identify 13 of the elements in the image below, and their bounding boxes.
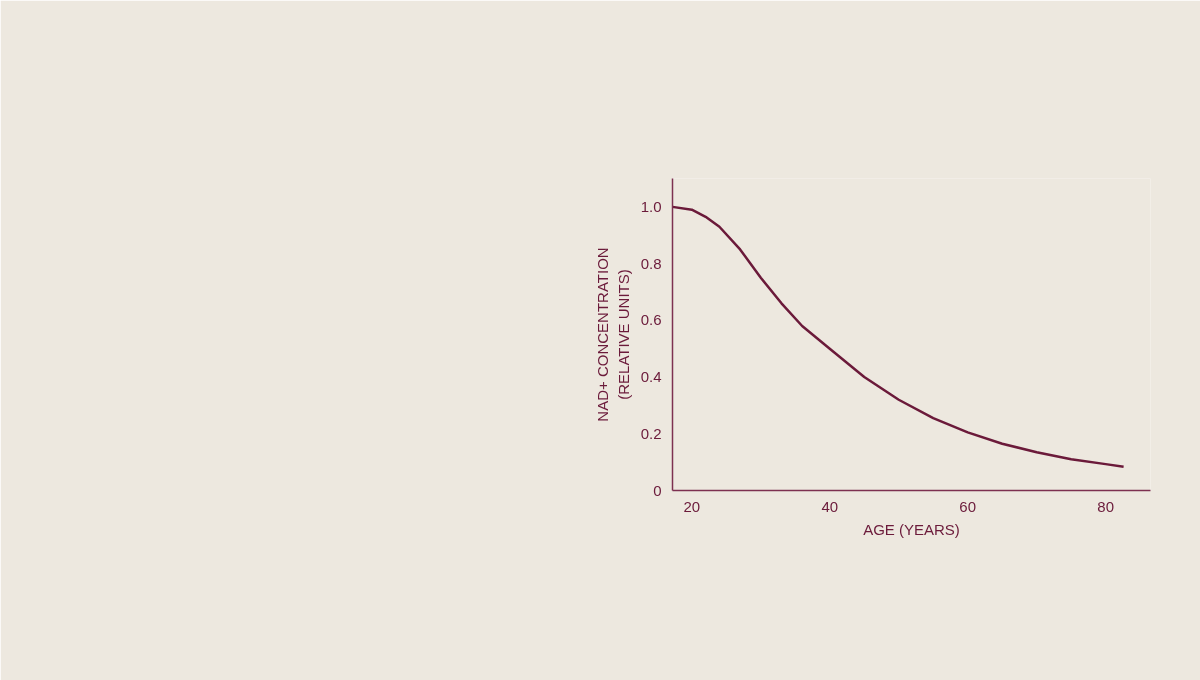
y-tick-label: 0.8	[640, 254, 662, 272]
y-tick-label: 0	[653, 481, 662, 499]
x-tick-label: 60	[959, 497, 977, 515]
y-tick-label: 0.2	[640, 424, 662, 442]
y-axis-title: NAD+ CONCENTRATION (RELATIVE UNITS)	[594, 247, 632, 422]
y-tick-label: 0.6	[640, 311, 662, 329]
line-series	[672, 205, 1125, 468]
y-tick-label: 0.4	[640, 368, 662, 386]
x-tick-label: 80	[1097, 497, 1115, 515]
y-tick-label: 1.0	[640, 197, 662, 215]
x-tick-label: 20	[683, 497, 701, 515]
x-tick-label: 40	[821, 497, 839, 515]
x-axis-title: AGE (YEARS)	[863, 520, 960, 538]
